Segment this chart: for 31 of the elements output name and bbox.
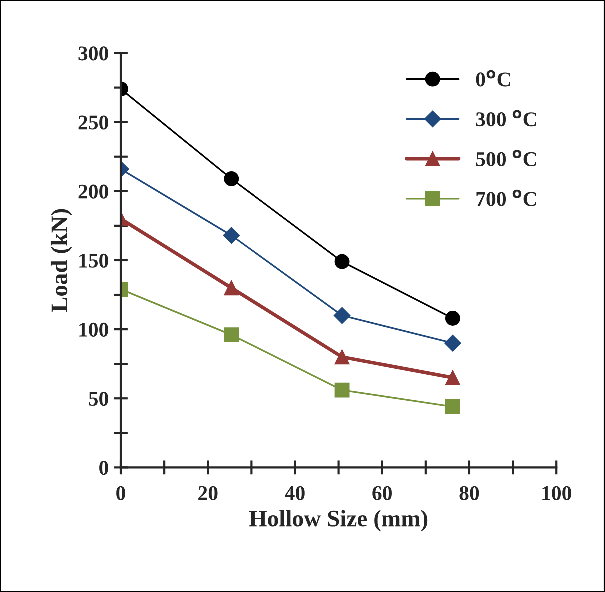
x-tick-label: 60 xyxy=(372,486,392,500)
y-tick-label: 0 xyxy=(100,461,108,476)
x-tick-label: 40 xyxy=(285,486,305,500)
y-axis-title: Load (kN) xyxy=(50,209,72,312)
x-tick-label: 20 xyxy=(198,486,218,500)
x-axis-title: Hollow Size (mm) xyxy=(249,510,428,532)
x-tick-label: 100 xyxy=(542,486,572,500)
legend-label: 0$^{o}$C xyxy=(476,70,510,87)
point xyxy=(334,382,350,398)
y-tick-label: 50 xyxy=(89,392,108,406)
point xyxy=(445,311,460,326)
point xyxy=(445,370,460,386)
y-tick-label: 250 xyxy=(78,116,108,130)
x-tick-label: 0 xyxy=(116,486,126,500)
point xyxy=(224,172,240,186)
point xyxy=(334,307,351,324)
legend-label: 700 $^{o}$C xyxy=(476,190,536,206)
point xyxy=(224,280,240,296)
x-tick-label: 80 xyxy=(460,486,480,500)
point xyxy=(445,399,460,414)
y-tick-label: 200 xyxy=(78,184,108,199)
point xyxy=(223,227,240,244)
legend-label: 300 $^{o}$C xyxy=(476,110,536,127)
y-tick-label: 150 xyxy=(80,254,108,268)
point xyxy=(334,350,350,365)
point xyxy=(334,254,350,270)
point xyxy=(224,328,240,343)
y-tick-label: 100 xyxy=(80,322,108,337)
y-tick-label: 300 xyxy=(78,46,108,61)
point xyxy=(444,334,462,352)
legend-label: 500 $^{o}$C xyxy=(476,150,536,166)
